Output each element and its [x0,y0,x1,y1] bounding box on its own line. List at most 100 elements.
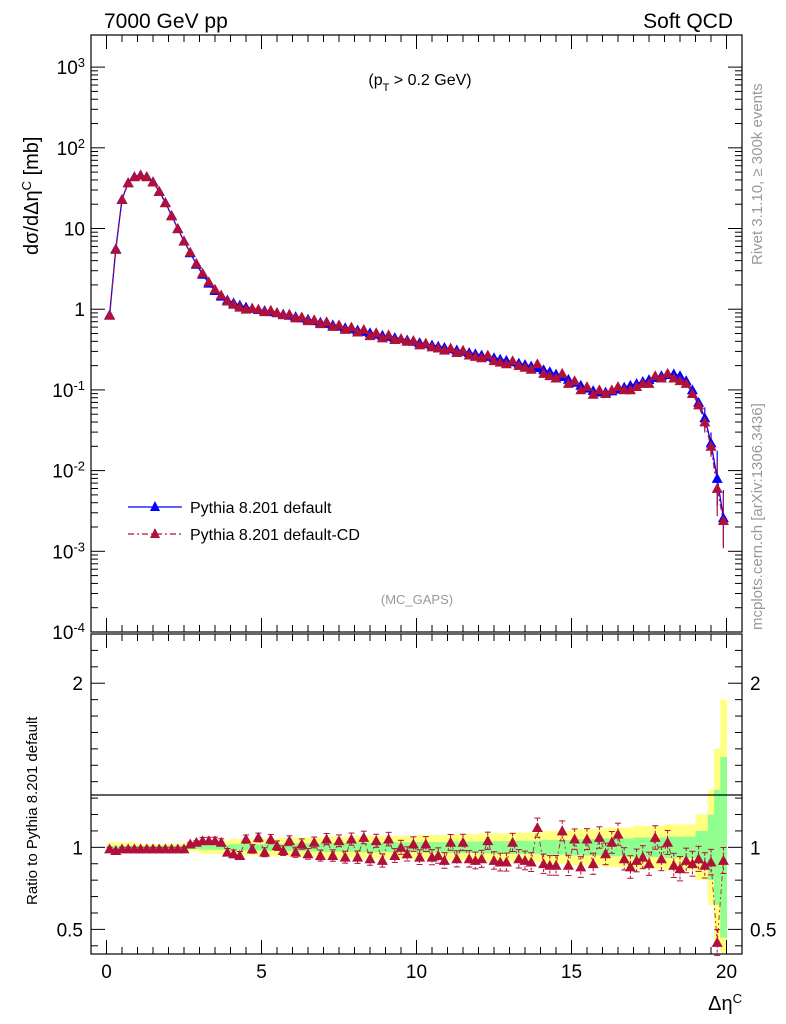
point-default-cd [693,399,705,410]
ratio-point-default-cd [246,843,258,854]
point-default-cd [488,355,500,366]
ratio-point-default-cd [693,853,705,864]
ratio-point-default-cd [414,851,426,862]
ratio-point-default-cd [500,856,512,867]
uncertainty-band-inner [447,841,479,854]
point-default-cd [581,381,593,391]
ratio-point-default-cd [655,853,667,864]
point-default-cd [668,372,680,383]
point-default-cd [420,337,432,348]
uncertainty-band-inner [292,843,324,852]
ratio-point-default-cd [283,835,295,846]
ratio-point-default-cd [302,848,314,859]
main-marks [104,169,729,549]
ratio-point-default-cd [525,856,537,867]
point-default-cd [364,330,376,341]
point-default-cd [184,246,196,257]
point-default-cd [469,350,481,361]
ratio-point-default-cd [587,858,599,869]
ratio-point-default-cd [438,854,450,865]
point-default-cd [265,304,277,315]
point-default-cd [308,314,320,325]
ratio-point-default-cd [680,854,692,865]
point-default-cd [190,257,202,268]
main-y-tick-label: 1 [74,300,85,321]
point-default-cd [593,384,605,395]
pt-cut-annotation: (pT > 0.2 GeV) [368,72,471,94]
point-default-cd [135,169,147,180]
ratio-point-default-cd [420,838,432,849]
point-default-cd [463,349,475,360]
ratio-point-default-cd [178,843,190,854]
point-default-cd [643,378,655,388]
ratio-point-default-cd [581,833,593,844]
analysis-watermark: (MC_GAPS) [381,592,453,607]
ratio-point-default-cd [209,835,221,846]
point-default-cd [655,372,667,383]
point-default-cd [519,361,531,372]
header-right: Soft QCD [643,10,733,33]
ratio-point-default-cd [308,836,320,847]
point-default-cd [556,367,568,378]
point-default-cd [358,324,370,334]
point-default-cd [600,388,612,398]
ratio-point-default-cd [252,831,264,842]
ratio-point-default-cd [358,831,370,842]
point-default-cd [271,307,283,317]
point-default-cd [104,309,116,320]
point-default-cd [197,267,209,278]
ratio-point-default-cd [649,831,661,842]
point-default-cd [649,370,661,381]
ratio-point-default-cd [662,836,674,847]
ratio-point-default-cd [445,836,457,847]
uncertainty-band-inner [354,842,386,853]
point-default-cd [562,378,574,388]
point-default-cd [221,295,233,306]
point-default-cd [550,372,562,383]
point-default-cd [457,344,469,355]
point-default-cd [494,356,506,367]
header-left: 7000 GeV pp [104,10,228,33]
point-default-cd [699,416,711,427]
ratio-point-default-cd [432,850,444,860]
ratio-y-tick-label-right: 0.5 [750,920,776,941]
point-default-cd [178,235,190,246]
point-default-cd [166,210,178,221]
mcplots-side-text: mcplots.cern.ch [arXiv:1306.3436] [749,403,766,630]
ratio-ticks: 0.5 0.51 12 20 5 10 15 20 [57,634,776,983]
uncertainty-band-inner [416,842,448,853]
point-default-cd [321,316,333,327]
ratio-point-default-cd [513,853,525,864]
ratio-point-default-cd [339,851,351,862]
ratio-point-default-cd [686,858,698,869]
ratio-point-default-cd [600,848,612,859]
ratio-point-default-cd [482,835,494,846]
point-default-cd [544,370,556,381]
point-default-cd [228,298,240,309]
legend: Pythia 8.201 default Pythia 8.201 defaul… [128,500,360,544]
main-y-tick-label: 10-2 [52,458,85,483]
point-default-cd [110,243,122,254]
ratio-point-default-cd [407,838,419,849]
rivet-side-text: Rivet 3.1.10, ≥ 300k events [749,83,766,265]
point-default-cd [215,289,227,300]
point-default-cd [252,303,264,314]
ratio-point-default-cd [575,861,587,872]
point-default-cd [674,375,686,386]
x-tick-label: 5 [256,962,267,983]
point-default-cd [717,515,729,526]
x-tick-label: 0 [101,962,112,983]
main-y-tick-label: 102 [57,135,85,160]
main-y-tick-label: 10-4 [52,620,85,645]
point-default-cd [172,223,184,234]
ratio-point-default-cd [674,863,686,874]
point-default-cd [686,388,698,398]
legend-marker-default-cd [150,528,160,538]
ratio-point-default-cd [345,833,357,844]
ratio-point-default-cd [717,854,729,865]
ratio-point-default-cd [637,851,649,862]
point-default-cd [711,483,723,493]
point-default-cd [333,319,345,330]
ratio-point-default-cd [618,853,630,864]
